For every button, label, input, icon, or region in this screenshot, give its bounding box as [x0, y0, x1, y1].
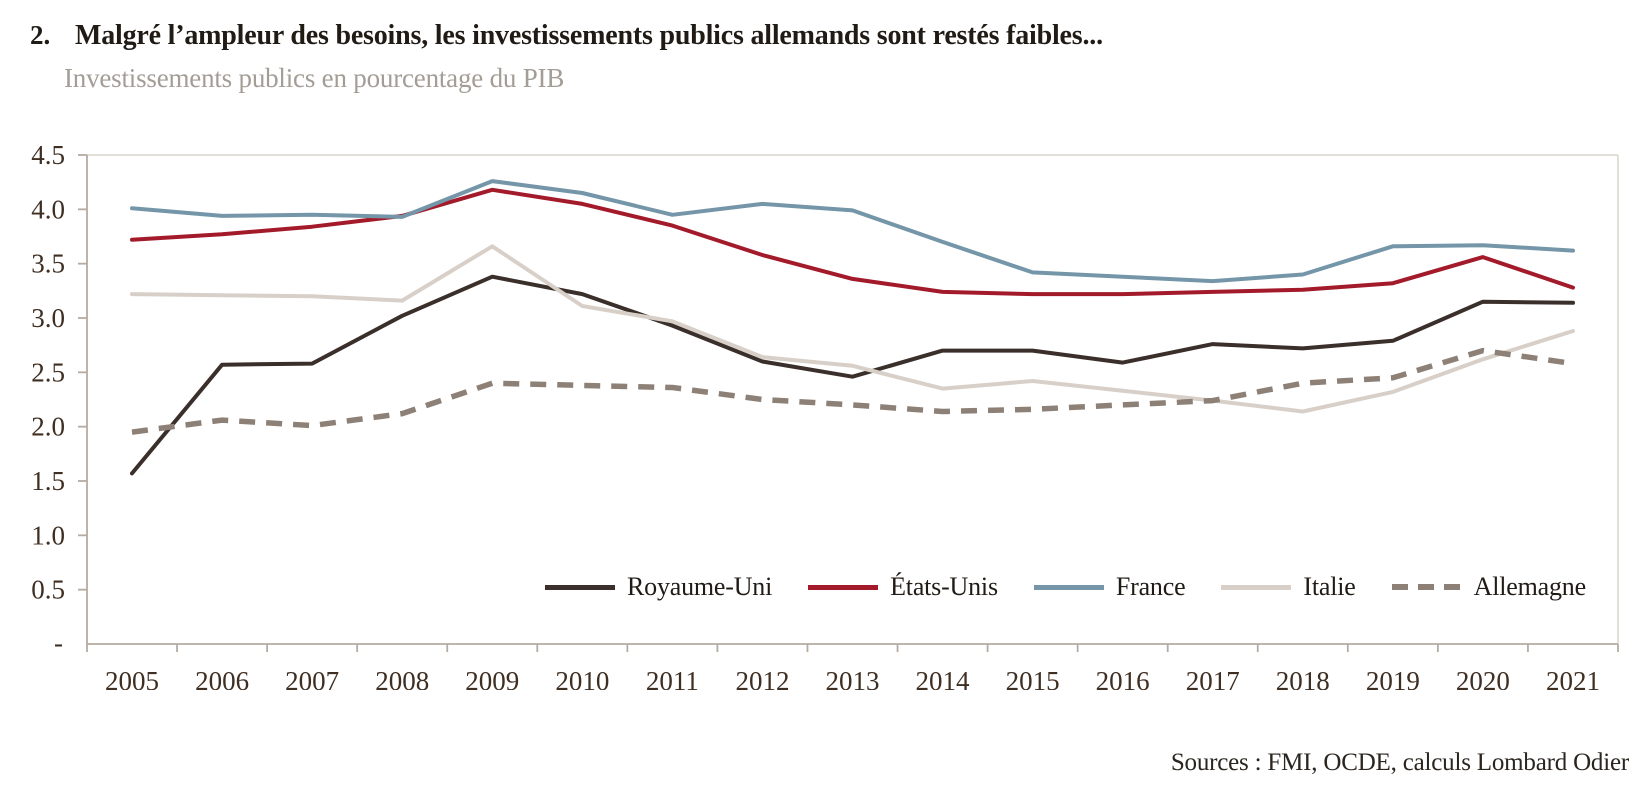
- source-note: Sources : FMI, OCDE, calculs Lombard Odi…: [1170, 749, 1629, 776]
- figure-title-row: 2. Malgré l’ampleur des besoins, les inv…: [30, 20, 1103, 52]
- x-tick-label: 2009: [465, 666, 519, 690]
- line-chart: 0.5 1.0 1.5 2.0 2.5 3.0 3.5 4.0 4.5 - 2005 2006 2007…: [0, 130, 1643, 696]
- x-tick-label: 2016: [1096, 666, 1150, 690]
- legend-swatch: [1391, 584, 1462, 590]
- legend-swatch: [1033, 584, 1104, 590]
- y-tick-label: 1.0: [31, 520, 65, 550]
- legend-item-tats-unis: États-Unis: [808, 572, 998, 602]
- x-tick-label: 2017: [1186, 666, 1240, 690]
- x-tick-label: 2012: [735, 666, 789, 690]
- legend-item-france: France: [1033, 572, 1186, 602]
- series-line-tats-unis: [130, 187, 1575, 297]
- legend-label: Royaume-Uni: [627, 572, 773, 601]
- chart-canvas: 0.5 1.0 1.5 2.0 2.5 3.0 3.5 4.0 4.5 - 2005 2006 2007…: [31, 140, 1619, 696]
- chart-legend: Royaume-Uni États-Unis France Italie Allemag…: [545, 572, 1586, 602]
- legend-swatch: [808, 584, 879, 590]
- legend-label: Allemagne: [1473, 572, 1586, 601]
- y-tick-label: 1.5: [31, 466, 65, 496]
- y-tick-label: 3.5: [31, 249, 65, 279]
- x-tick-label: 2021: [1546, 666, 1600, 690]
- x-tick-label: 2010: [555, 666, 609, 690]
- legend-swatch: [1221, 584, 1292, 590]
- legend-swatch: [545, 584, 615, 590]
- figure-number: 2.: [30, 20, 51, 50]
- legend-item-italie: Italie: [1221, 572, 1356, 602]
- legend-item-royaume-uni: Royaume-Uni: [545, 572, 772, 602]
- y-zero-label: -: [54, 628, 63, 658]
- series-line-italie: [130, 244, 1575, 414]
- x-tick-label: 2011: [646, 666, 699, 690]
- x-tick-label: 2014: [916, 666, 971, 690]
- figure-title: Malgré l’ampleur des besoins, les invest…: [75, 20, 1103, 51]
- y-tick-label: 2.0: [31, 412, 65, 442]
- x-tick-label: 2006: [195, 666, 249, 690]
- y-tick-label: 4.0: [31, 194, 65, 224]
- series-line-allemagne: [131, 347, 1574, 435]
- x-tick-label: 2005: [105, 666, 159, 690]
- series-line-royaume-uni: [130, 274, 1575, 476]
- x-tick-label: 2008: [375, 666, 429, 690]
- legend-label: Italie: [1303, 572, 1356, 601]
- legend-label: France: [1115, 572, 1186, 601]
- legend-item-allemagne: Allemagne: [1391, 572, 1586, 602]
- y-tick-label: 3.0: [31, 303, 65, 333]
- y-tick-label: 4.5: [31, 140, 65, 170]
- x-tick-label: 2015: [1006, 666, 1060, 690]
- y-tick-label: 0.5: [31, 575, 65, 605]
- x-tick-label: 2013: [826, 666, 880, 690]
- x-tick-label: 2019: [1366, 666, 1420, 690]
- x-tick-label: 2018: [1276, 666, 1330, 690]
- legend-label: États-Unis: [890, 572, 998, 601]
- series-line-france: [130, 179, 1575, 284]
- figure-subtitle: Investissements publics en pourcentage d…: [64, 63, 565, 93]
- x-tick-label: 2020: [1456, 666, 1510, 690]
- y-tick-label: 2.5: [31, 357, 65, 387]
- x-tick-label: 2007: [285, 666, 339, 690]
